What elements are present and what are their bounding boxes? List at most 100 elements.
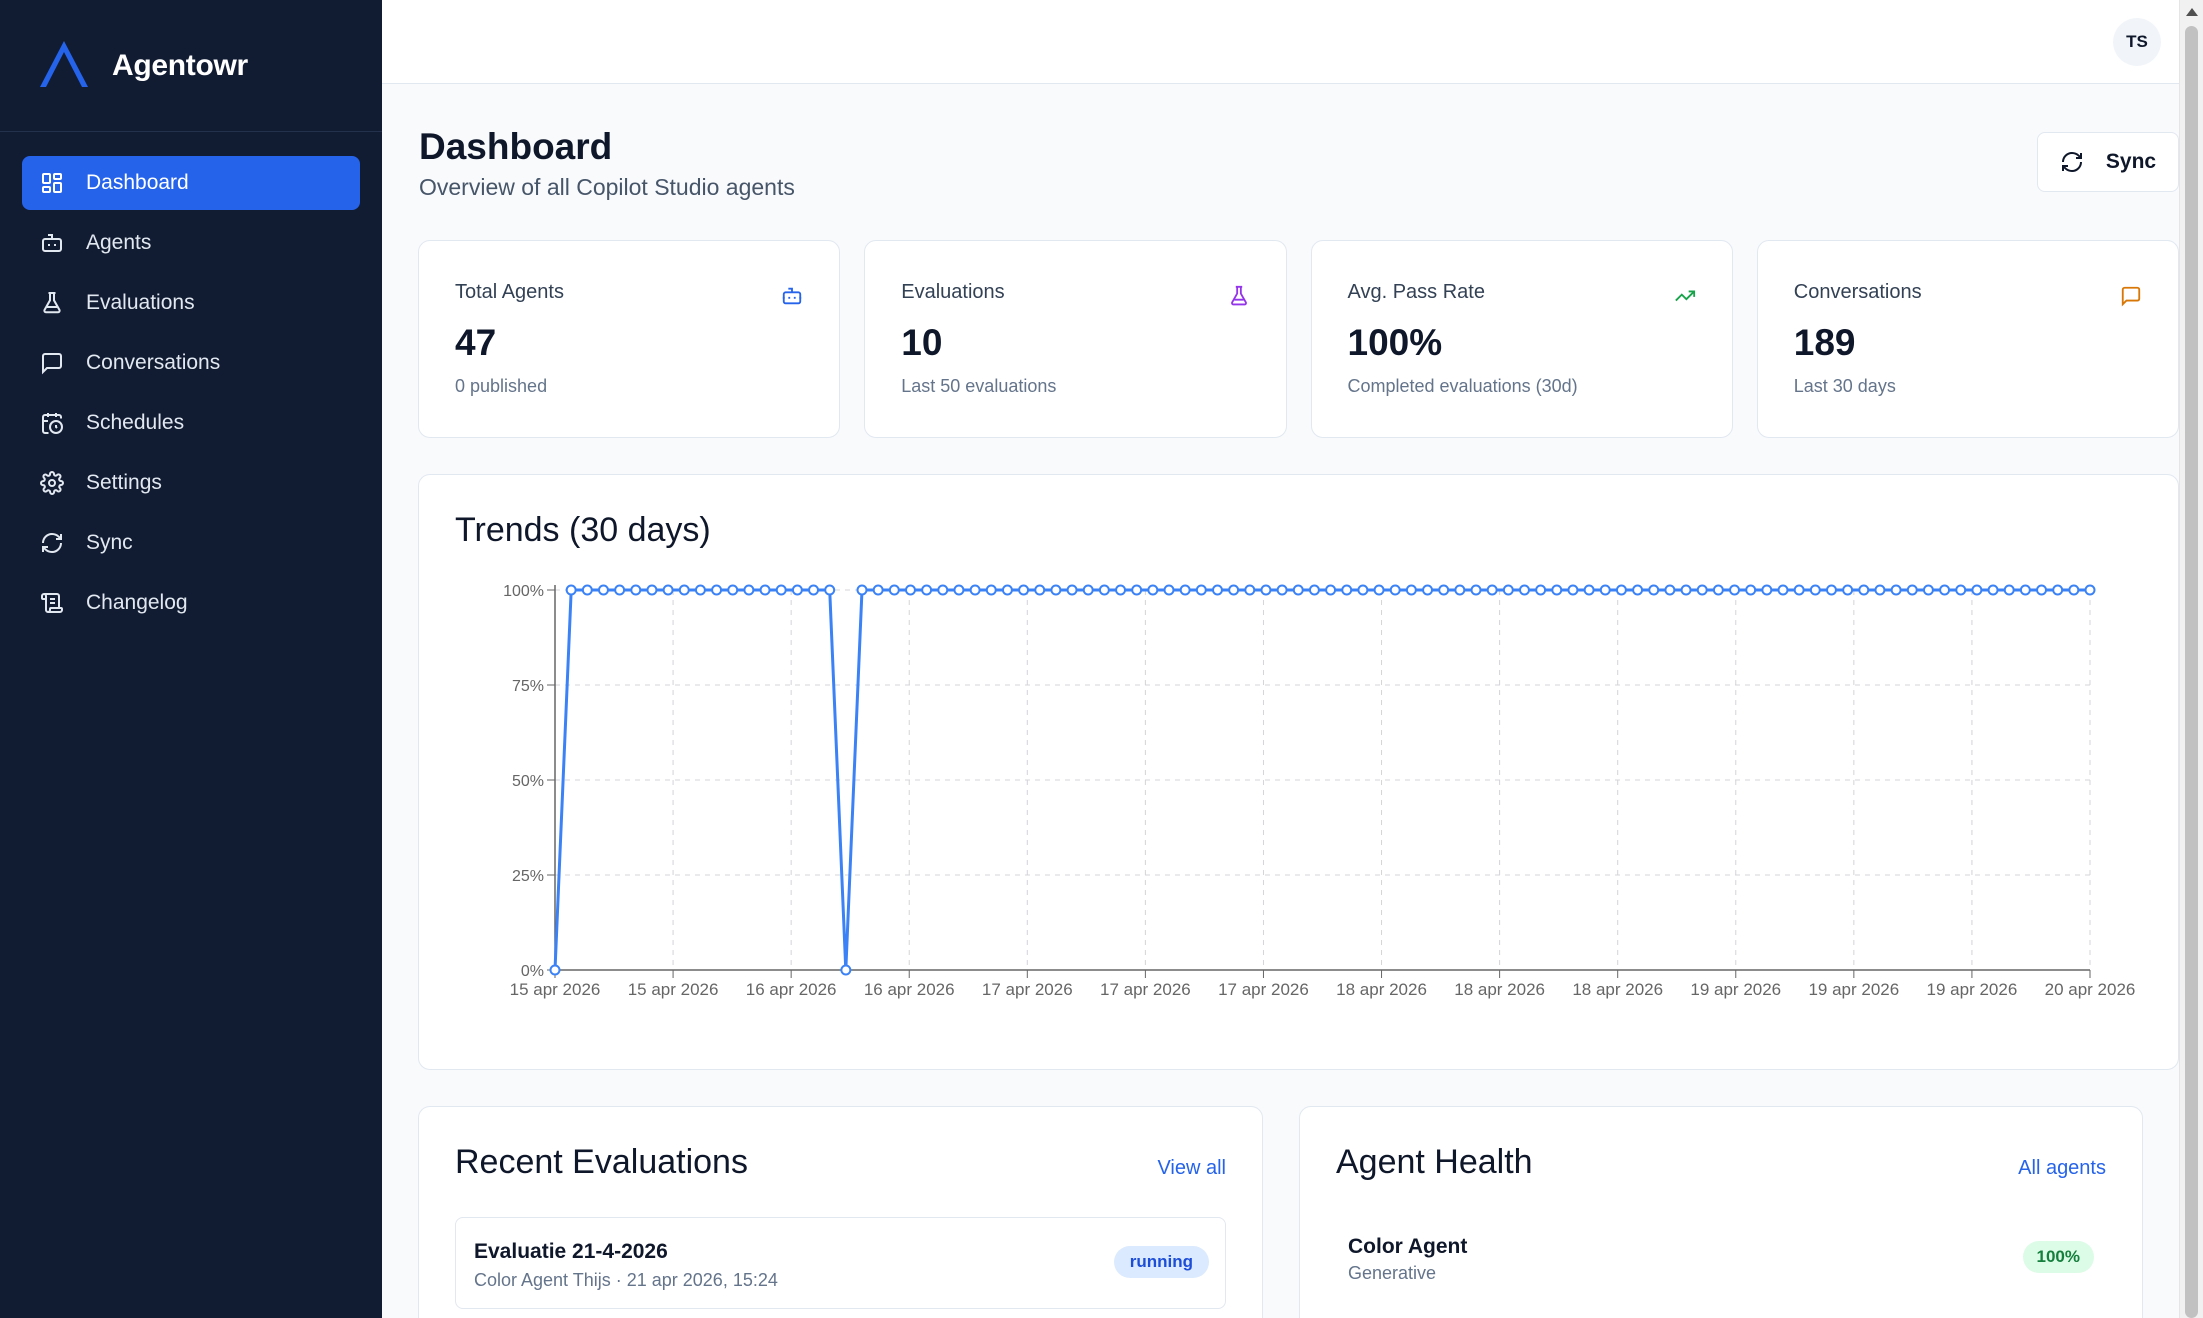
data-point: [630, 584, 642, 596]
data-point: [743, 584, 755, 596]
data-point: [1470, 584, 1482, 596]
sidebar-item-evaluations[interactable]: Evaluations: [22, 276, 360, 330]
recent-evaluations-card: Recent Evaluations View all Evaluatie 21…: [418, 1106, 1263, 1318]
data-point: [662, 584, 674, 596]
data-point: [1098, 584, 1110, 596]
data-point: [711, 584, 723, 596]
recent-evaluations-title: Recent Evaluations: [455, 1143, 748, 1181]
stat-label: Conversations: [1793, 281, 1922, 303]
y-tick-label: 0%: [521, 963, 544, 980]
data-point: [1696, 584, 1708, 596]
sidebar-item-dashboard[interactable]: Dashboard: [22, 156, 360, 210]
sidebar-item-label: Sync: [86, 531, 133, 554]
data-point: [1066, 584, 1078, 596]
list-item[interactable]: Color Agent Generative 100%: [1348, 1227, 2094, 1287]
data-point: [727, 584, 739, 596]
sidebar-item-agents[interactable]: Agents: [22, 216, 360, 270]
data-point: [1729, 584, 1741, 596]
data-point: [888, 584, 900, 596]
data-point: [775, 584, 787, 596]
data-point: [2052, 584, 2064, 596]
data-point: [1664, 584, 1676, 596]
x-tick-label: 15 apr 2026: [510, 980, 601, 999]
main-nav: Dashboard Agents Evaluations Conversatio…: [0, 132, 382, 660]
sync-button[interactable]: Sync: [2037, 132, 2179, 192]
data-point: [1567, 584, 1579, 596]
data-point: [1874, 584, 1886, 596]
x-tick-label: 16 apr 2026: [746, 980, 837, 999]
agentowr-logo-icon: [36, 35, 92, 96]
stat-card-total-agents: Total Agents 47 0 published: [418, 240, 841, 438]
data-point: [1712, 584, 1724, 596]
page-scrollbar[interactable]: [2179, 0, 2203, 1318]
data-point: [1955, 584, 1967, 596]
data-point: [1422, 584, 1434, 596]
flask-icon: [40, 291, 64, 315]
view-all-link[interactable]: View all: [1157, 1157, 1226, 1179]
x-tick-label: 17 apr 2026: [982, 980, 1073, 999]
data-point: [1793, 584, 1805, 596]
data-point: [1179, 584, 1191, 596]
data-point: [1308, 584, 1320, 596]
data-point: [1745, 584, 1757, 596]
data-point: [969, 584, 981, 596]
data-point: [840, 964, 852, 976]
brand[interactable]: Agentowr: [0, 0, 382, 132]
trending-up-icon: [1674, 285, 1696, 307]
sidebar-item-conversations[interactable]: Conversations: [22, 336, 360, 390]
x-tick-label: 19 apr 2026: [1808, 980, 1899, 999]
data-point: [646, 584, 658, 596]
data-point: [872, 584, 884, 596]
data-point: [856, 584, 868, 596]
sidebar-item-sync[interactable]: Sync: [22, 516, 360, 570]
list-item[interactable]: Evaluatie 21-4-2026 Color Agent Thijs · …: [455, 1217, 1226, 1309]
sidebar-item-label: Settings: [86, 471, 162, 494]
data-point: [1971, 584, 1983, 596]
x-tick-label: 20 apr 2026: [2045, 980, 2136, 999]
stat-card-evaluations: Evaluations 10 Last 50 evaluations: [864, 240, 1287, 438]
sidebar-item-label: Dashboard: [86, 171, 189, 194]
evaluation-meta: Color Agent Thijs · 21 apr 2026, 15:24: [474, 1270, 778, 1290]
all-agents-link[interactable]: All agents: [2018, 1157, 2106, 1179]
data-point: [1131, 584, 1143, 596]
data-point: [1518, 584, 1530, 596]
x-tick-label: 19 apr 2026: [1690, 980, 1781, 999]
data-point: [824, 584, 836, 596]
avatar[interactable]: TS: [2113, 18, 2161, 66]
data-point: [1922, 584, 1934, 596]
data-point: [1163, 584, 1175, 596]
data-point: [1260, 584, 1272, 596]
x-tick-label: 19 apr 2026: [1927, 980, 2018, 999]
scroll-icon: [40, 591, 64, 615]
sidebar-item-label: Evaluations: [86, 291, 195, 314]
top-bar: TS: [382, 0, 2179, 84]
trends-card: Trends (30 days) 0% 25% 50% 75% 100% 15 apr 2…: [418, 474, 2179, 1070]
stat-card-conversations: Conversations 189 Last 30 days: [1756, 240, 2179, 438]
data-point: [1357, 584, 1369, 596]
data-point: [1454, 584, 1466, 596]
data-point: [953, 584, 965, 596]
sidebar: Agentowr Dashboard Agents Evaluations Co…: [0, 0, 382, 1318]
data-point: [2019, 584, 2031, 596]
page-subtitle: Overview of all Copilot Studio agents: [419, 174, 795, 200]
data-point: [937, 584, 949, 596]
data-point: [1389, 584, 1401, 596]
scrollbar-thumb[interactable]: [2185, 26, 2198, 1318]
sidebar-item-label: Agents: [86, 231, 152, 254]
data-point: [1115, 584, 1127, 596]
scroll-up-arrow-icon[interactable]: [2186, 8, 2198, 16]
data-point: [2084, 584, 2096, 596]
data-point: [694, 584, 706, 596]
x-tick-label: 16 apr 2026: [864, 980, 955, 999]
data-point: [1292, 584, 1304, 596]
sidebar-item-settings[interactable]: Settings: [22, 456, 360, 510]
data-point: [1599, 584, 1611, 596]
data-point: [1438, 584, 1450, 596]
sidebar-item-schedules[interactable]: Schedules: [22, 396, 360, 450]
refresh-icon: [2061, 151, 2082, 173]
data-point: [1761, 584, 1773, 596]
data-point: [1211, 584, 1223, 596]
sidebar-item-changelog[interactable]: Changelog: [22, 576, 360, 630]
data-point: [1777, 584, 1789, 596]
x-tick-label: 15 apr 2026: [628, 980, 719, 999]
